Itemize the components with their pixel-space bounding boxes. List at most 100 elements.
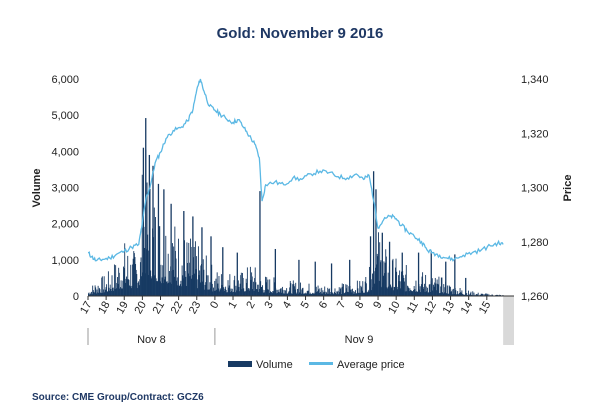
volume-bar <box>448 293 450 296</box>
volume-bar <box>218 276 220 296</box>
volume-bar <box>219 289 221 296</box>
volume-bar <box>381 287 382 296</box>
volume-bar <box>437 284 439 296</box>
volume-bar <box>256 289 258 296</box>
volume-bar <box>284 290 286 296</box>
volume-bar <box>447 293 449 296</box>
volume-bar <box>382 275 384 296</box>
volume-bar <box>469 294 471 296</box>
volume-bar <box>234 292 236 296</box>
volume-bar <box>173 246 175 296</box>
volume-bar <box>335 294 337 296</box>
volume-bar <box>212 291 214 296</box>
volume-bar <box>391 286 393 296</box>
volume-bar <box>100 293 102 296</box>
volume-bar <box>343 293 345 296</box>
volume-bar <box>176 280 178 296</box>
volume-bar <box>451 291 453 296</box>
volume-bar <box>106 284 108 296</box>
volume-bar <box>423 283 425 296</box>
volume-bar <box>410 290 412 296</box>
volume-bar <box>239 283 241 296</box>
volume-bar <box>323 292 325 296</box>
volume-bar <box>314 261 316 296</box>
volume-bar <box>141 174 143 296</box>
volume-bar <box>187 273 189 296</box>
volume-bar <box>300 282 301 296</box>
volume-bar <box>191 278 193 296</box>
volume-bar <box>362 281 364 296</box>
x-tick-label: 15 <box>477 300 494 317</box>
volume-bar <box>446 285 448 296</box>
volume-bar <box>394 287 396 296</box>
volume-bar <box>457 291 459 296</box>
volume-bar <box>274 248 277 296</box>
volume-bar <box>460 292 462 296</box>
volume-bar <box>179 285 181 296</box>
volume-bar <box>94 285 96 296</box>
volume-bar <box>286 293 288 296</box>
volume-bar <box>206 275 208 296</box>
volume-bar <box>413 289 414 296</box>
volume-bar <box>139 279 141 296</box>
volume-bar <box>289 287 291 296</box>
volume-bar <box>258 291 260 296</box>
volume-bar <box>121 288 123 296</box>
volume-bar <box>413 286 415 296</box>
volume-bar <box>228 285 230 296</box>
volume-bar <box>340 287 342 296</box>
volume-bar <box>175 258 177 296</box>
volume-bar <box>283 293 285 296</box>
volume-bar <box>113 264 115 296</box>
volume-bar <box>361 290 363 296</box>
volume-bar <box>407 285 408 296</box>
volume-bar <box>338 294 340 296</box>
volume-bar <box>244 290 246 296</box>
volume-bar <box>181 265 183 296</box>
volume-bar <box>434 282 436 296</box>
volume-bar <box>251 276 253 296</box>
volume-bar <box>239 291 240 296</box>
volume-bar <box>264 290 266 296</box>
volume-bar <box>120 280 122 296</box>
volume-bar <box>294 289 296 296</box>
volume-bar <box>329 288 330 296</box>
volume-bar <box>332 293 334 296</box>
volume-bar <box>291 293 293 296</box>
volume-bar <box>205 255 207 296</box>
y-right-tick-label: 1,260 <box>521 291 549 303</box>
volume-bar <box>359 281 361 296</box>
volume-bar <box>152 165 154 296</box>
volume-bar <box>194 273 196 296</box>
volume-bar <box>472 291 474 296</box>
volume-bar <box>439 293 441 296</box>
volume-bar <box>463 294 465 296</box>
volume-bar <box>316 291 318 296</box>
volume-bar <box>180 280 182 296</box>
volume-bar <box>469 293 471 296</box>
volume-bar <box>455 290 457 296</box>
volume-bar <box>126 279 128 296</box>
volume-bar <box>299 292 301 296</box>
volume-bar <box>205 282 207 296</box>
volume-bar <box>303 293 305 296</box>
volume-bar <box>322 290 324 296</box>
volume-bar <box>458 293 460 296</box>
volume-bar <box>113 290 115 296</box>
volume-bar <box>466 293 468 296</box>
volume-bar <box>313 294 315 296</box>
volume-bar <box>288 291 290 296</box>
volume-bar <box>203 269 205 296</box>
shaded-region-layer <box>503 296 514 345</box>
volume-bar <box>254 267 256 296</box>
volume-bar <box>356 293 358 296</box>
volume-bar <box>185 276 187 296</box>
volume-bar <box>286 288 288 296</box>
volume-bar <box>434 277 436 296</box>
volume-bar <box>328 293 330 296</box>
volume-bar <box>274 282 276 296</box>
volume-bar <box>101 277 103 296</box>
volume-bar <box>436 279 438 296</box>
volume-bar <box>444 287 446 296</box>
